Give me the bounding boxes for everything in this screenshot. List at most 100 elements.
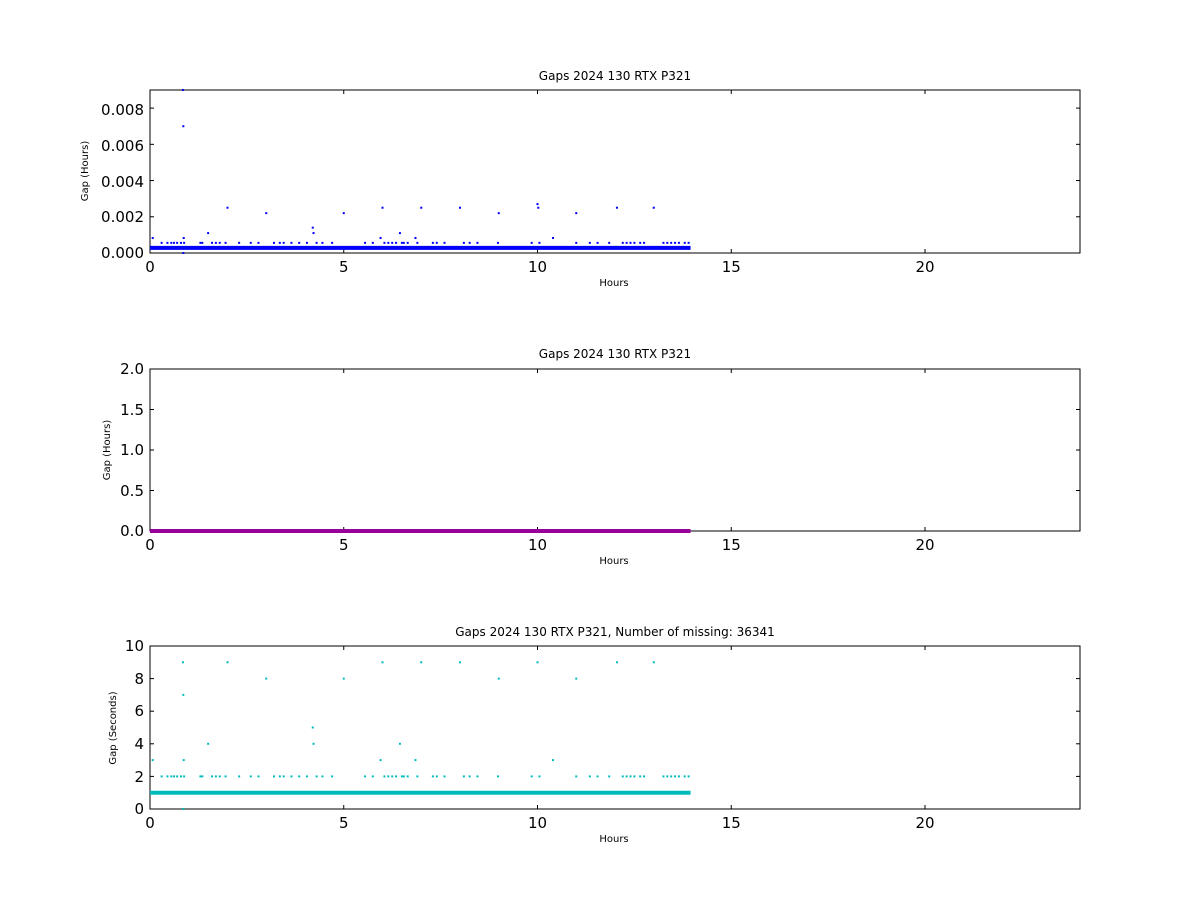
data-point	[537, 206, 540, 209]
data-point	[290, 775, 293, 778]
data-point	[181, 661, 184, 664]
data-point	[687, 775, 690, 778]
data-point	[182, 693, 185, 696]
data-point	[383, 775, 386, 778]
data-point	[497, 212, 500, 215]
x-tick-label: 0	[145, 814, 155, 832]
data-point	[182, 808, 185, 810]
x-tick-labels: 0 5 10 15 20	[145, 258, 934, 276]
y-axis-label: Gap (Seconds)	[108, 691, 119, 764]
x-tick-label: 15	[722, 814, 741, 832]
x-tick-label: 10	[528, 258, 547, 276]
data-point	[662, 775, 665, 778]
chart-title: Gaps 2024 130 RTX P321	[539, 69, 691, 83]
y-tick-label: 0.002	[101, 208, 144, 226]
data-point	[625, 241, 628, 244]
data-point	[199, 241, 202, 244]
data-point	[298, 775, 301, 778]
tick-marks	[149, 90, 1080, 254]
data-point	[249, 241, 252, 244]
y-tick-label: 0.006	[101, 137, 144, 155]
x-tick-label: 15	[722, 258, 741, 276]
data-point	[364, 775, 367, 778]
y-tick-label: 2	[134, 768, 144, 786]
data-point	[199, 775, 202, 778]
data-point	[331, 775, 334, 778]
data-point	[371, 241, 374, 244]
data-point	[416, 241, 419, 244]
data-point	[312, 232, 315, 235]
data-point	[183, 241, 186, 244]
y-tick-label: 6	[134, 702, 144, 720]
x-tick-label: 0	[145, 536, 155, 554]
y-tick-label: 1.5	[120, 401, 144, 419]
data-point	[265, 212, 268, 215]
data-point	[379, 759, 382, 762]
data-point	[677, 775, 680, 778]
x-tick-label: 20	[915, 536, 934, 554]
data-point	[625, 775, 628, 778]
data-point	[311, 226, 314, 229]
data-point	[400, 241, 403, 244]
chart-title: Gaps 2024 130 RTX P321	[539, 347, 691, 361]
data-point	[211, 775, 213, 778]
x-axis-label: Hours	[599, 834, 628, 845]
data-point	[342, 677, 345, 680]
data-point	[398, 232, 401, 235]
data-marks	[150, 661, 691, 810]
x-tick-label: 15	[722, 536, 741, 554]
data-point	[674, 775, 677, 778]
x-tick-label: 20	[915, 258, 934, 276]
data-point	[371, 775, 374, 778]
data-point	[183, 775, 186, 778]
x-tick-label: 20	[915, 814, 934, 832]
x-tick-label: 5	[339, 258, 349, 276]
data-point	[652, 661, 655, 664]
data-point	[379, 236, 382, 239]
data-point	[315, 775, 318, 778]
data-point	[420, 206, 423, 209]
data-point	[166, 241, 169, 244]
data-point	[342, 212, 345, 215]
data-point	[402, 775, 405, 778]
x-tick-labels: 0 5 10 15 20	[145, 814, 934, 832]
data-point	[331, 241, 334, 244]
data-point	[170, 241, 173, 244]
plot-area-frame	[149, 645, 1081, 810]
data-point	[257, 775, 260, 778]
data-point	[414, 236, 417, 239]
data-point	[639, 241, 642, 244]
data-point	[468, 775, 471, 778]
data-point	[575, 241, 578, 244]
data-point	[536, 661, 539, 664]
data-point	[621, 241, 624, 244]
data-point	[151, 236, 154, 239]
data-point	[180, 775, 182, 778]
data-point	[257, 241, 260, 244]
data-point	[608, 241, 611, 244]
chart-title: Gaps 2024 130 RTX P321, Number of missin…	[455, 625, 775, 639]
data-point	[391, 241, 394, 244]
data-point	[468, 241, 471, 244]
x-axis-label: Hours	[599, 556, 628, 567]
data-point	[538, 775, 541, 778]
data-point	[459, 661, 461, 664]
data-marks	[150, 89, 691, 254]
data-point	[666, 241, 669, 244]
data-point	[431, 241, 434, 244]
data-point	[207, 742, 210, 745]
panel-gap-seconds: Gaps 2024 130 RTX P321, Number of missin…	[108, 625, 1081, 845]
data-point	[249, 775, 252, 778]
data-point	[420, 661, 423, 664]
y-tick-label: 10	[125, 637, 144, 655]
data-point	[224, 241, 227, 244]
data-point	[226, 661, 229, 664]
data-point	[552, 759, 554, 762]
data-point	[278, 775, 281, 778]
data-point	[633, 241, 636, 244]
x-tick-label: 5	[339, 536, 349, 554]
data-point	[530, 241, 533, 244]
data-point	[639, 775, 642, 778]
data-point	[575, 212, 578, 215]
x-tick-labels: 0 5 10 15 20	[145, 536, 934, 554]
